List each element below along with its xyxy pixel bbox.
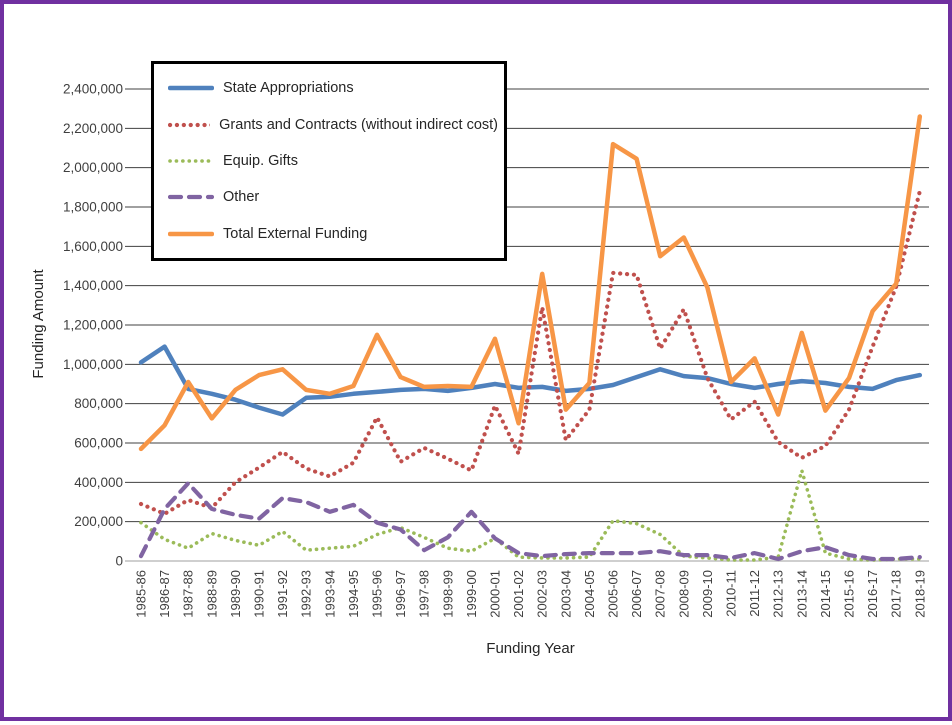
legend-item: State Appropriations <box>168 80 498 96</box>
legend-line-sample <box>168 85 214 91</box>
x-tick-label: 1988-89 <box>204 570 219 618</box>
x-tick-label: 2003-04 <box>558 570 573 618</box>
x-tick-label: 2016-17 <box>865 570 880 618</box>
x-tick-label: 1995-96 <box>370 570 385 618</box>
y-tick-label: 1,400,000 <box>63 278 123 293</box>
x-tick-label: 2010-11 <box>724 570 739 617</box>
x-tick-label: 2004-05 <box>582 570 597 618</box>
x-tick-label: 2017-18 <box>889 570 904 618</box>
y-tick-label: 2,000,000 <box>63 160 123 175</box>
legend-line-sample <box>168 231 214 236</box>
legend-item-label: Equip. Gifts <box>223 152 298 169</box>
series-line-total-external-funding <box>138 114 923 452</box>
y-tick-label: 400,000 <box>74 475 123 490</box>
x-tick-label: 2009-10 <box>700 570 715 618</box>
y-axis-title: Funding Amount <box>29 269 47 379</box>
legend-item-label: Total External Funding <box>223 225 368 242</box>
x-tick-label: 2018-19 <box>912 570 927 618</box>
legend-line-sample <box>168 195 214 200</box>
legend-line-sample <box>168 159 214 163</box>
x-tick-label: 1994-95 <box>346 570 361 618</box>
x-tick-label: 2002-03 <box>535 570 550 618</box>
y-tick-label: 1,800,000 <box>63 200 123 215</box>
x-tick-label: 1996-97 <box>393 570 408 618</box>
y-tick-label: 800,000 <box>74 396 123 411</box>
y-tick-label: 200,000 <box>74 514 123 529</box>
x-tick-label: 1990-91 <box>252 570 267 618</box>
x-tick-label: 2007-08 <box>653 570 668 618</box>
x-tick-label: 1986-87 <box>157 570 172 618</box>
y-tick-label: 1,000,000 <box>63 357 123 372</box>
series-line-grants-and-contracts-without-indirect-cost <box>138 189 922 516</box>
x-tick-label: 2001-02 <box>511 570 526 618</box>
legend-item: Grants and Contracts (without indirect c… <box>168 117 498 133</box>
x-tick-label: 1997-98 <box>417 570 432 618</box>
x-tick-label: 1993-94 <box>322 570 337 618</box>
legend-line-sample <box>168 122 211 127</box>
x-tick-label: 2000-01 <box>488 570 503 618</box>
x-tick-label: 2008-09 <box>676 570 691 618</box>
y-tick-label: 1,600,000 <box>63 239 123 254</box>
y-tick-label: 0 <box>115 554 123 569</box>
x-tick-label: 1992-93 <box>299 570 314 618</box>
legend-item-label: Other <box>223 189 260 206</box>
x-tick-label: 1985-86 <box>134 570 149 618</box>
y-tick-label: 1,200,000 <box>63 318 123 333</box>
x-tick-label: 1999-00 <box>464 570 479 618</box>
y-tick-label: 2,400,000 <box>63 82 123 97</box>
legend-item-label: Grants and Contracts (without indirect c… <box>219 116 498 133</box>
legend: State Appropriations Grants and Contracts… <box>151 61 507 261</box>
x-axis-title: Funding Year <box>486 640 575 657</box>
x-tick-label: 2014-15 <box>818 570 833 618</box>
x-tick-label: 1987-88 <box>181 570 196 618</box>
x-tick-label: 2013-14 <box>794 570 809 618</box>
x-tick-label: 1989-90 <box>228 570 243 618</box>
legend-item-label: State Appropriations <box>223 80 354 97</box>
legend-item: Other <box>168 189 498 205</box>
x-tick-label: 1991-92 <box>275 570 290 618</box>
x-tick-label: 2015-16 <box>842 570 857 618</box>
x-tick-label: 2005-06 <box>606 570 621 618</box>
x-tick-label: 2012-13 <box>771 570 786 618</box>
x-tick-label: 2011-12 <box>747 570 762 617</box>
y-tick-label: 600,000 <box>74 436 123 451</box>
series-line-other <box>138 481 922 562</box>
legend-item: Equip. Gifts <box>168 153 498 169</box>
x-tick-label: 2006-07 <box>629 570 644 618</box>
series-line-equip-gifts <box>139 468 922 562</box>
x-tick-label: 1998-99 <box>440 570 455 618</box>
y-tick-label: 2,200,000 <box>63 121 123 136</box>
legend-item: Total External Funding <box>168 226 498 242</box>
